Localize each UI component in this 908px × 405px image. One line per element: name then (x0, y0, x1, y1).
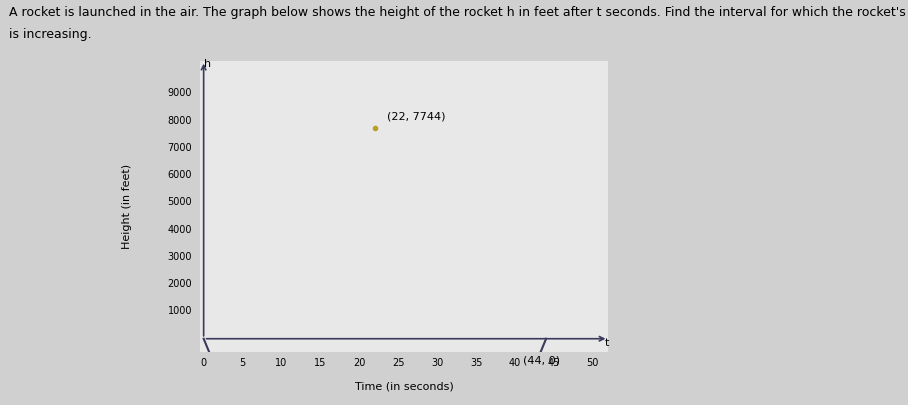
Text: 1000: 1000 (167, 307, 192, 316)
Text: h: h (204, 59, 211, 69)
Text: 30: 30 (431, 358, 443, 368)
Text: 3000: 3000 (167, 252, 192, 262)
Text: 4000: 4000 (167, 225, 192, 235)
Text: 9000: 9000 (167, 88, 192, 98)
Text: Height (in feet): Height (in feet) (122, 164, 133, 249)
Text: 2000: 2000 (167, 279, 192, 289)
Text: 25: 25 (392, 358, 404, 368)
Text: 50: 50 (587, 358, 599, 368)
Text: is increasing.: is increasing. (9, 28, 92, 41)
Text: 10: 10 (275, 358, 288, 368)
Text: A rocket is launched in the air. The graph below shows the height of the rocket : A rocket is launched in the air. The gra… (9, 6, 908, 19)
Text: 8000: 8000 (167, 116, 192, 126)
Text: (22, 7744): (22, 7744) (387, 111, 445, 122)
Text: (44, 0): (44, 0) (523, 355, 559, 365)
Text: 7000: 7000 (167, 143, 192, 153)
Text: Time (in seconds): Time (in seconds) (355, 382, 453, 392)
Text: t: t (605, 338, 609, 348)
Text: 15: 15 (314, 358, 327, 368)
Text: 0: 0 (201, 358, 207, 368)
Text: 6000: 6000 (167, 170, 192, 180)
Text: 40: 40 (508, 358, 521, 368)
Text: 35: 35 (469, 358, 482, 368)
Text: 5: 5 (240, 358, 246, 368)
Text: 20: 20 (353, 358, 366, 368)
Text: 5000: 5000 (167, 198, 192, 207)
Text: 45: 45 (548, 358, 560, 368)
